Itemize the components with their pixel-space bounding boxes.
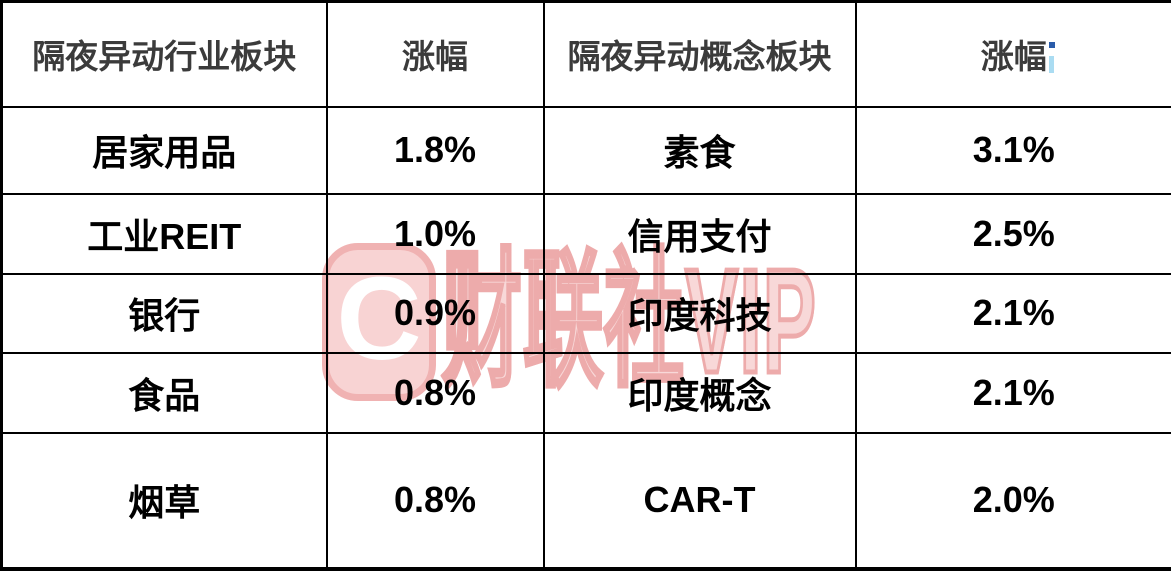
col-header-industry-change: 涨幅	[325, 0, 545, 108]
blue-artifact-dark	[1049, 42, 1055, 48]
concept-sector-cell: 信用支付	[542, 192, 857, 275]
col-header-concept-sector: 隔夜异动概念板块	[542, 0, 857, 108]
concept-change-cell: 2.1%	[854, 272, 1171, 354]
concept-change-cell: 2.0%	[854, 431, 1171, 571]
industry-sector-cell: 工业REIT	[0, 192, 328, 275]
table-row: 银行 0.9% 印度科技 2.1%	[0, 272, 1171, 354]
col-header-concept-change: 涨幅	[854, 0, 1171, 108]
col-header-industry-sector: 隔夜异动行业板块	[0, 0, 328, 108]
industry-sector-cell: 烟草	[0, 431, 328, 571]
concept-change-cell: 2.1%	[854, 351, 1171, 434]
concept-change-cell: 3.1%	[854, 105, 1171, 195]
concept-sector-cell: 印度概念	[542, 351, 857, 434]
table-row: 食品 0.8% 印度概念 2.1%	[0, 351, 1171, 434]
blue-artifact-light	[1049, 56, 1054, 73]
concept-sector-cell: CAR-T	[542, 431, 857, 571]
industry-change-cell: 0.9%	[325, 272, 545, 354]
table-row: 烟草 0.8% CAR-T 2.0%	[0, 431, 1171, 571]
industry-sector-cell: 银行	[0, 272, 328, 354]
industry-change-cell: 0.8%	[325, 351, 545, 434]
industry-sector-cell: 居家用品	[0, 105, 328, 195]
header-row: 隔夜异动行业板块 涨幅 隔夜异动概念板块 涨幅	[0, 0, 1171, 108]
industry-change-cell: 1.0%	[325, 192, 545, 275]
table-row: 工业REIT 1.0% 信用支付 2.5%	[0, 192, 1171, 275]
industry-change-cell: 0.8%	[325, 431, 545, 571]
industry-change-cell: 1.8%	[325, 105, 545, 195]
concept-sector-cell: 素食	[542, 105, 857, 195]
concept-sector-cell: 印度科技	[542, 272, 857, 354]
table-row: 居家用品 1.8% 素食 3.1%	[0, 105, 1171, 195]
industry-sector-cell: 食品	[0, 351, 328, 434]
concept-change-cell: 2.5%	[854, 192, 1171, 275]
